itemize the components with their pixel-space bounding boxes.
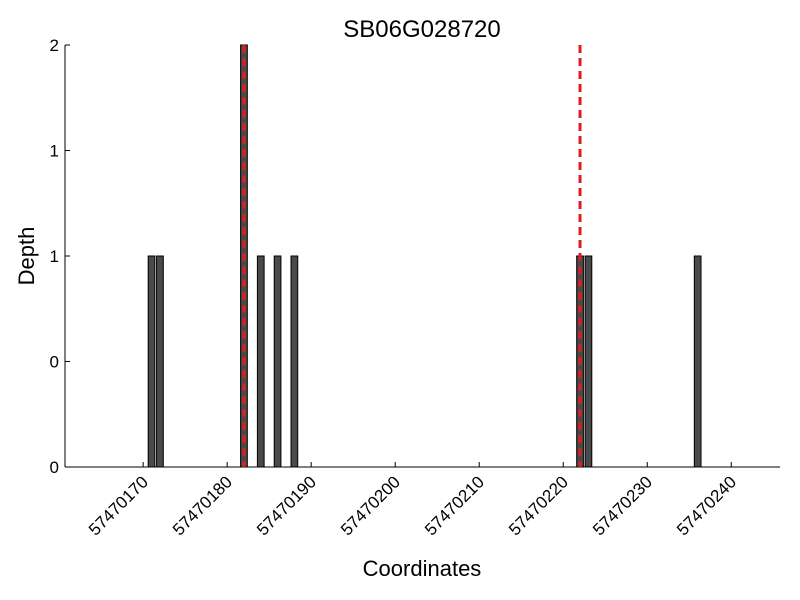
x-tick-label: 57470200 <box>337 472 404 539</box>
x-tick-label: 57470230 <box>589 472 656 539</box>
x-tick-label: 57470180 <box>169 472 236 539</box>
x-tick-label: 57470170 <box>85 472 152 539</box>
x-tick-label: 57470240 <box>673 472 740 539</box>
bar <box>290 255 299 468</box>
x-tick-label: 57470190 <box>253 472 320 539</box>
y-tick-label: 2 <box>50 36 59 55</box>
x-axis-label: Coordinates <box>363 556 482 581</box>
y-tick-label: 1 <box>50 142 59 161</box>
bar <box>256 255 265 468</box>
bar <box>147 255 156 468</box>
y-tick-label: 1 <box>50 247 59 266</box>
y-tick-label: 0 <box>50 353 59 372</box>
chart-title: SB06G028720 <box>343 16 500 43</box>
x-tick-label: 57470220 <box>505 472 572 539</box>
y-tick-label: 0 <box>50 458 59 477</box>
bar <box>156 255 164 468</box>
y-axis-label: Depth <box>14 227 39 286</box>
bar <box>693 255 702 468</box>
bar <box>584 255 593 468</box>
x-tick-label: 57470210 <box>421 472 488 539</box>
bar <box>273 255 282 468</box>
